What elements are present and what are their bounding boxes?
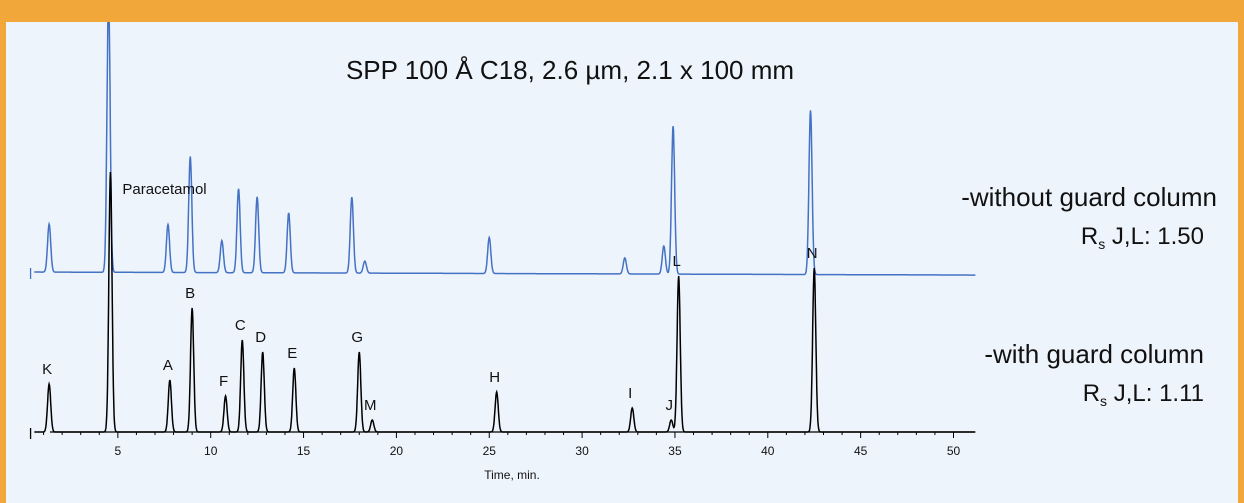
x-tick-label-20: 20 [390, 444, 404, 458]
peak-label-c: C [235, 317, 246, 334]
series-2-line [34, 171, 976, 433]
series-2-name: -with guard column [984, 339, 1204, 369]
peak-label-paracetamol: Paracetamol [122, 181, 206, 198]
peak-label-m: M [364, 397, 377, 414]
peak-labels: K Paracetamol A B F CD E G M H I J L N [42, 181, 818, 414]
x-tick-label-50: 50 [947, 444, 961, 458]
series-1-name: -without guard column [961, 182, 1217, 212]
x-tick-label-35: 35 [668, 444, 682, 458]
peak-label-k: K [42, 361, 52, 378]
series-with-guard-trace [29, 171, 976, 439]
peak-label-a: A [163, 357, 173, 374]
peak-label-b: B [185, 285, 195, 302]
chart-title: SPP 100 Å C18, 2.6 µm, 2.1 x 100 mm [346, 55, 794, 85]
x-tick-label-45: 45 [854, 444, 868, 458]
peak-label-n: N [807, 245, 818, 262]
peak-label-g: G [351, 329, 363, 346]
peak-label-j: J [665, 397, 673, 414]
x-tick-label-5: 5 [115, 444, 122, 458]
x-tick-label-30: 30 [575, 444, 589, 458]
series-1-resolution: Rs J,L: 1.50 [1081, 223, 1204, 252]
x-tick-label-40: 40 [761, 444, 775, 458]
peak-label-e: E [287, 345, 297, 362]
peak-label-i: I [628, 385, 632, 402]
chart-panel: SPP 100 Å C18, 2.6 µm, 2.1 x 100 mm K Par… [6, 22, 1238, 503]
peak-label-f: F [219, 373, 228, 390]
x-axis-ticks: 5 10 15 20 25 30 35 40 45 50 [43, 432, 961, 458]
chromatogram-chart: SPP 100 Å C18, 2.6 µm, 2.1 x 100 mm K Par… [29, 22, 1217, 482]
series-2-resolution: Rs J,L: 1.11 [1083, 380, 1204, 409]
x-tick-label-15: 15 [297, 444, 311, 458]
peak-label-h: H [489, 369, 500, 386]
x-axis-label: Time, min. [484, 468, 540, 482]
peak-label-l: L [672, 253, 680, 270]
x-tick-label-10: 10 [204, 444, 218, 458]
x-tick-label-25: 25 [483, 444, 497, 458]
series-1-line [34, 22, 976, 276]
peak-label-d: D [255, 329, 266, 346]
series-without-guard-trace [29, 22, 976, 279]
